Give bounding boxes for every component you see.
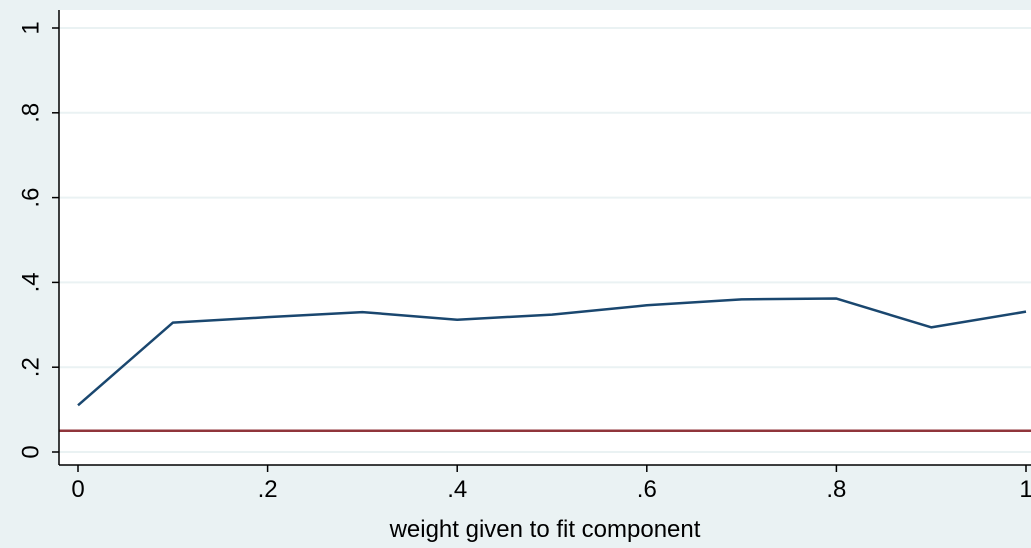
x-tick-label: .8 [826, 476, 846, 503]
x-tick-label: .4 [447, 476, 467, 503]
y-tick-label: .4 [17, 272, 44, 292]
gridlines [59, 27, 1031, 453]
x-axis-ticks: 0 .2 .4 .6 .8 1 [71, 465, 1031, 503]
series-lines [77, 297, 1027, 407]
y-tick-label: .8 [17, 103, 44, 123]
plot-background [59, 10, 1031, 465]
x-tick-label: .2 [258, 476, 278, 503]
y-tick-label: 1 [17, 21, 44, 34]
x-tick-label: .6 [637, 476, 657, 503]
x-axis-title: weight given to fit component [389, 516, 701, 543]
y-tick-label: 0 [17, 445, 44, 458]
x-tick-label: 0 [71, 476, 84, 503]
y-tick-label: .2 [17, 357, 44, 377]
series-line [77, 297, 1027, 407]
y-tick-label: .6 [17, 188, 44, 208]
y-axis-ticks: 0 .2 .4 .6 .8 1 [17, 21, 59, 459]
x-tick-label: 1 [1019, 476, 1031, 503]
